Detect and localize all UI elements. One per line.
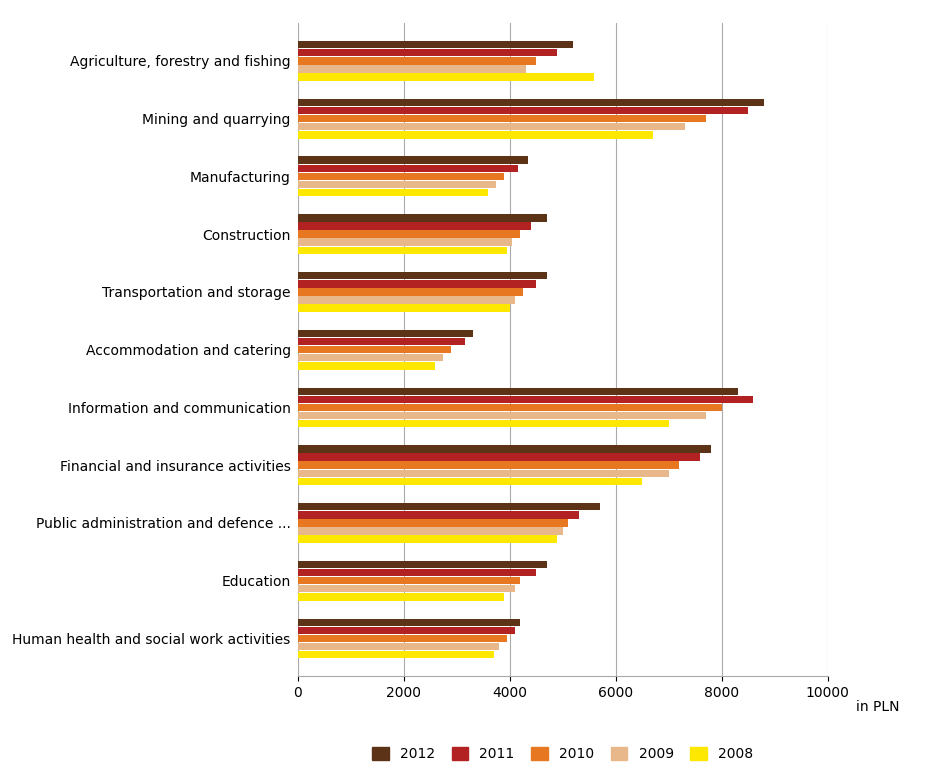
Bar [298, 593, 504, 601]
Bar [298, 222, 531, 230]
Bar [298, 362, 435, 370]
Bar [298, 189, 488, 197]
Bar [298, 462, 679, 469]
Bar [298, 41, 573, 48]
Bar [298, 305, 510, 312]
Bar [298, 57, 537, 64]
Bar [298, 346, 451, 354]
Bar [298, 49, 557, 57]
Bar [298, 626, 515, 634]
Text: in PLN: in PLN [856, 700, 899, 714]
Bar [298, 131, 653, 138]
Bar [298, 165, 518, 172]
Bar [298, 478, 643, 485]
Bar [298, 388, 737, 395]
Bar [298, 511, 578, 518]
Bar [298, 412, 706, 420]
Bar [298, 643, 499, 650]
Bar [298, 561, 547, 568]
Bar [298, 445, 711, 453]
Bar [298, 453, 700, 461]
Bar [298, 469, 669, 477]
Bar [298, 329, 472, 337]
Legend: 2012, 2011, 2010, 2009, 2008: 2012, 2011, 2010, 2009, 2008 [366, 742, 759, 767]
Bar [298, 296, 515, 304]
Bar [298, 528, 563, 535]
Bar [298, 288, 523, 295]
Bar [298, 73, 594, 81]
Bar [298, 354, 444, 361]
Bar [298, 338, 465, 345]
Bar [298, 231, 520, 238]
Bar [298, 123, 684, 131]
Bar [298, 535, 557, 543]
Bar [298, 577, 520, 584]
Bar [298, 635, 507, 642]
Bar [298, 65, 525, 73]
Bar [298, 395, 753, 403]
Bar [298, 618, 520, 626]
Bar [298, 272, 547, 280]
Bar [298, 585, 515, 593]
Bar [298, 246, 507, 254]
Bar [298, 503, 600, 510]
Bar [298, 172, 504, 180]
Bar [298, 99, 764, 106]
Bar [298, 519, 568, 527]
Bar [298, 280, 537, 287]
Bar [298, 181, 497, 188]
Bar [298, 651, 494, 658]
Bar [298, 420, 669, 427]
Bar [298, 106, 749, 114]
Bar [298, 239, 512, 246]
Bar [298, 115, 706, 122]
Bar [298, 569, 537, 577]
Bar [298, 214, 547, 221]
Bar [298, 156, 528, 164]
Bar [298, 404, 722, 411]
